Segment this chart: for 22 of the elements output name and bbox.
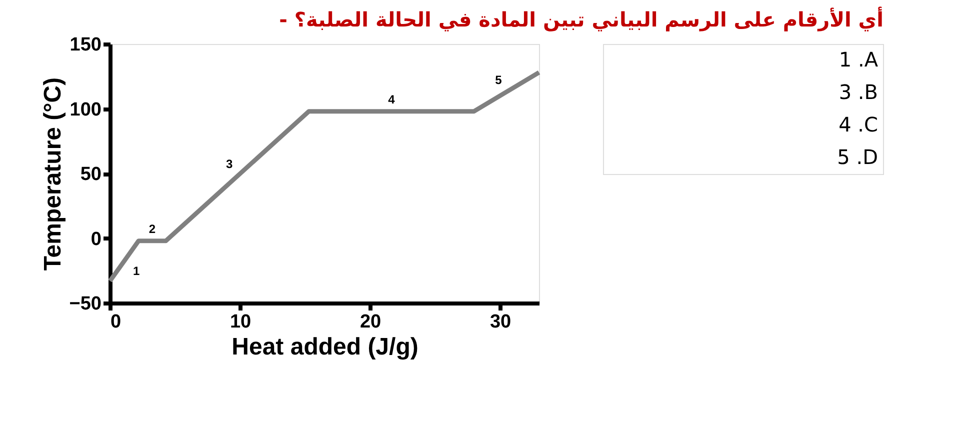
x-axis-title: Heat added (J/g) <box>232 334 418 360</box>
annotation: 4 <box>388 92 396 106</box>
x-tick-label: 10 <box>230 312 252 332</box>
y-tick-label: 50 <box>80 164 102 185</box>
text: 3 .B <box>838 80 878 104</box>
y-tick-label: −50 <box>69 294 102 314</box>
x-tick-label: 20 <box>360 312 382 332</box>
annotation: 1 <box>132 264 140 278</box>
y-tick-label: 150 <box>70 34 102 56</box>
y-tick-label: 0 <box>90 228 102 250</box>
y-tick-label: 100 <box>70 99 102 120</box>
text: 5 .D <box>837 144 878 169</box>
annotation: 3 <box>226 157 234 172</box>
text: 4 .C <box>838 112 878 136</box>
x-tick-label: 30 <box>490 312 512 332</box>
line-series <box>108 70 542 284</box>
annotation: 2 <box>148 222 156 236</box>
y-axis-title: Temperature (°C) <box>39 77 66 271</box>
text: 1 .A <box>838 47 878 72</box>
x-tick-label: 0 <box>110 312 122 332</box>
text: - أي الأرقام على الرسم البياني تبين المادة في الحالة الصلبة؟ <box>279 6 884 32</box>
annotation: 5 <box>495 72 502 87</box>
